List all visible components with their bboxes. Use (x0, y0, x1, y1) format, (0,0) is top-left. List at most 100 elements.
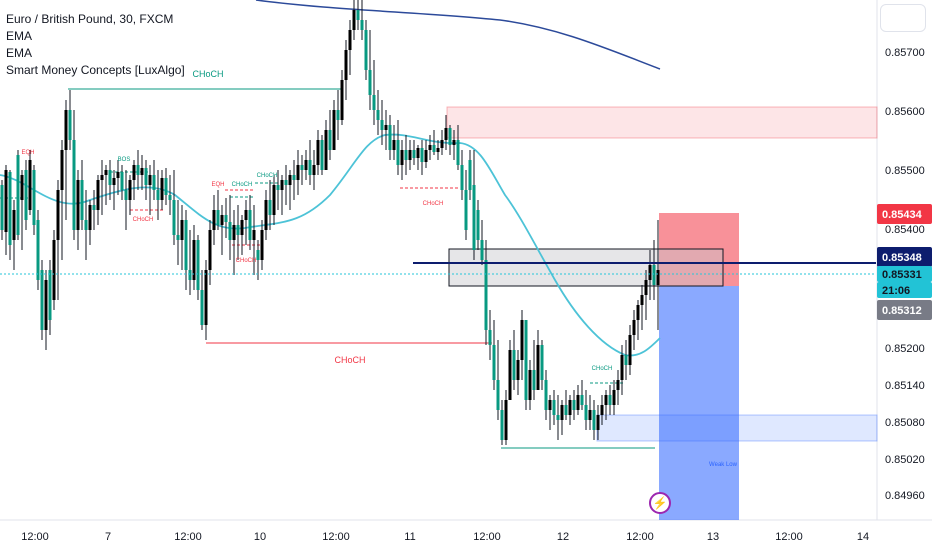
candle-body (236, 225, 240, 235)
y-tick-label: 0.85700 (885, 47, 925, 59)
candle-body (164, 178, 168, 195)
y-tick-label: 0.84960 (885, 490, 925, 502)
candle-body (260, 230, 264, 260)
candle-body (12, 210, 16, 240)
candle-body (296, 165, 300, 180)
lightning-bolt-icon[interactable]: ⚡ (649, 492, 671, 514)
candle-body (280, 180, 284, 190)
candle-body (80, 180, 84, 220)
candle-body (540, 345, 544, 380)
candle-body (8, 172, 12, 245)
candle-body (472, 185, 476, 250)
candle-body (388, 125, 392, 150)
candle-body (352, 10, 356, 30)
candle-body (372, 95, 376, 110)
candle-body (40, 270, 44, 330)
candle-body (444, 128, 448, 140)
candle-body (404, 150, 408, 160)
candle-body (176, 235, 180, 240)
candle-body (140, 168, 144, 175)
candle-body (208, 230, 212, 270)
settings-square-icon[interactable] (880, 4, 926, 32)
candle-body (448, 128, 452, 145)
candle-body (64, 110, 68, 150)
candle-body (568, 400, 572, 415)
price-label: 21:06 (882, 285, 910, 297)
candle-body (184, 220, 188, 270)
candle-body (16, 155, 20, 235)
candle-body (72, 140, 76, 230)
candle-body (60, 150, 64, 190)
x-tick-label: 12:00 (174, 531, 202, 543)
candle-body (200, 290, 204, 325)
candle-body (396, 140, 400, 165)
symbol-title[interactable]: Euro / British Pound, 30, FXCM (6, 12, 174, 26)
candle-body (480, 240, 484, 260)
candle-body (436, 148, 440, 152)
y-tick-label: 0.85600 (885, 106, 925, 118)
candle-body (464, 190, 468, 230)
candle-body (496, 380, 500, 410)
candle-body (456, 140, 460, 165)
candle-body (48, 270, 52, 320)
candle-body (36, 220, 40, 280)
indicator-ema-2[interactable]: EMA (6, 46, 33, 60)
candle-body (304, 160, 308, 170)
candle-body (196, 240, 200, 290)
candle-body (228, 222, 232, 240)
candle-body (124, 190, 128, 200)
candle-body (316, 140, 320, 165)
indicator-ema-1[interactable]: EMA (6, 29, 33, 43)
candle-body (172, 200, 176, 235)
candle-body (156, 190, 160, 200)
candle-body (512, 350, 516, 380)
candle-body (548, 400, 552, 410)
candle-body (188, 270, 192, 280)
candle-body (308, 160, 312, 175)
y-tick-label: 0.85080 (885, 417, 925, 429)
candle-body (592, 410, 596, 430)
candle-body (232, 225, 236, 240)
candle-body (560, 405, 564, 420)
x-tick-label: 13 (707, 531, 719, 543)
price-label: 0.85348 (882, 252, 922, 264)
candle-body (276, 185, 280, 190)
candle-body (252, 230, 256, 240)
candle-body (180, 220, 184, 240)
candle-body (332, 110, 336, 150)
x-tick-label: 12:00 (775, 531, 803, 543)
candle-body (132, 165, 136, 180)
candle-body (360, 20, 364, 30)
candle-body (516, 360, 520, 380)
candle-body (20, 175, 24, 200)
candle-body (84, 220, 88, 230)
candle-body (356, 10, 360, 20)
candle-body (272, 185, 276, 215)
candle-body (220, 215, 224, 225)
candle-body (624, 355, 628, 365)
candle-body (224, 215, 228, 222)
candle-body (284, 180, 288, 185)
candle-body (652, 265, 656, 285)
indicator-smc[interactable]: Smart Money Concepts [LuxAlgo] (6, 63, 185, 77)
candle-body (416, 148, 420, 158)
candle-body (520, 320, 524, 360)
y-tick-label: 0.85400 (885, 224, 925, 236)
candle-body (508, 350, 512, 400)
candle-body (532, 370, 536, 390)
structure-label: CHoCH (592, 366, 613, 372)
structure-label: EQH (211, 182, 224, 188)
candle-body (424, 150, 428, 162)
candle-body (348, 30, 352, 50)
candle-body (240, 220, 244, 235)
candle-body (92, 205, 96, 210)
price-label: 0.85331 (882, 269, 922, 281)
y-tick-label: 0.85200 (885, 343, 925, 355)
candle-body (328, 130, 332, 150)
candle-body (344, 50, 348, 80)
candle-body (468, 160, 472, 190)
candle-body (632, 320, 636, 335)
candle-body (552, 400, 556, 415)
